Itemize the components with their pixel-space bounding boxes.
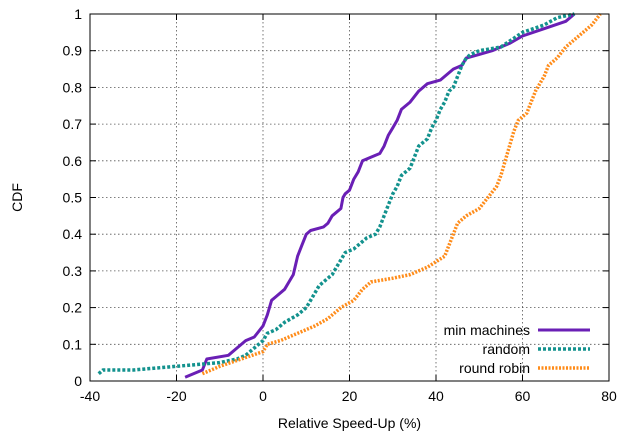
x-tick-label: 0 xyxy=(259,388,267,404)
y-tick-label: 0.2 xyxy=(63,300,83,316)
y-tick-labels: 0 0.1 0.2 0.3 0.4 0.5 0.6 0.7 0.8 0.9 1 xyxy=(63,6,83,389)
x-tick-label: 40 xyxy=(428,388,444,404)
y-tick-label: 0.9 xyxy=(63,43,83,59)
legend-label: min machines xyxy=(444,322,530,338)
grid xyxy=(90,14,609,381)
x-tick-label: 80 xyxy=(601,388,617,404)
y-tick-label: 1 xyxy=(74,6,82,22)
y-tick-label: 0 xyxy=(74,373,82,389)
x-axis-title: Relative Speed-Up (%) xyxy=(278,415,421,431)
x-tick-label: -40 xyxy=(80,388,100,404)
y-tick-label: 0.1 xyxy=(63,336,83,352)
legend-label: random xyxy=(483,341,530,357)
x-tick-label: -20 xyxy=(166,388,186,404)
x-tick-labels: -40 -20 0 20 40 60 80 xyxy=(80,388,617,404)
x-tick-label: 20 xyxy=(342,388,358,404)
y-tick-label: 0.3 xyxy=(63,263,83,279)
y-tick-label: 0.5 xyxy=(63,190,83,206)
y-tick-label: 0.4 xyxy=(63,226,83,242)
legend-label: round robin xyxy=(459,360,530,376)
y-axis-title: CDF xyxy=(9,183,25,212)
series-line-random xyxy=(97,12,575,376)
series-line-round-robin xyxy=(201,12,602,376)
legend: min machines random round robin xyxy=(444,322,590,376)
series-lines xyxy=(97,12,602,379)
ticks xyxy=(89,13,610,382)
y-tick-label: 0.6 xyxy=(63,153,83,169)
x-tick-label: 60 xyxy=(515,388,531,404)
y-tick-label: 0.8 xyxy=(63,79,83,95)
y-tick-label: 0.7 xyxy=(63,116,83,132)
